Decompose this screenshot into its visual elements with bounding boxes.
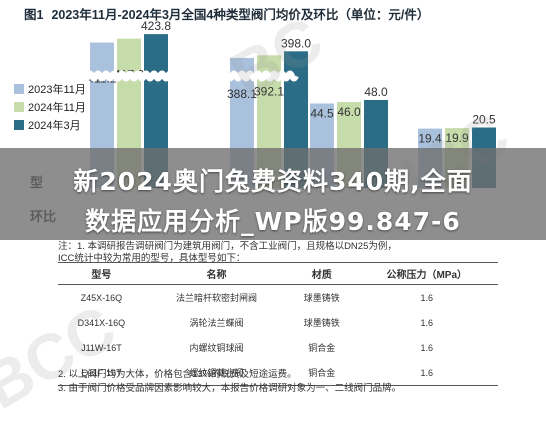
table-cell: 螺纹铜截止阀 xyxy=(144,360,289,386)
headline-banner xyxy=(0,148,546,240)
data-label-Q11F-16T-2024年11月: 19.9 xyxy=(445,131,469,145)
legend-label-2024年11月: 2024年11月 xyxy=(28,100,86,114)
table-row: J11W-16T 内螺纹铜球阀 铜合金 1.6 xyxy=(58,335,498,360)
data-label-D341X-16Q-2023年11月: 388.1 xyxy=(227,87,257,101)
table-row: D341X-16Q 涡轮法兰蝶阀 球墨铸铁 1.6 xyxy=(58,310,498,335)
table-cell: Q11F-16T xyxy=(58,360,145,386)
table-row: Z45X-16Q 法兰暗杆软密封闸阀 球墨铸铁 1.6 xyxy=(58,285,498,311)
table-cell: 铜合金 xyxy=(288,360,356,386)
legend-label-2024年3月: 2024年3月 xyxy=(28,118,81,132)
chart-title: 图1 2023年11月-2024年3月全国4种类型阀门均价及环比（单位：元/件） xyxy=(24,2,524,24)
table-cell: 涡轮法兰蝶阀 xyxy=(189,318,244,328)
data-label-D341X-16Q-2024年11月: 392.1 xyxy=(254,84,284,98)
spec-header-material: 材质 xyxy=(288,262,356,285)
headline-line-2[interactable]: 数据应用分析_WP版99.847-6 xyxy=(85,207,461,236)
table-cell: Z45X-16Q xyxy=(80,292,123,303)
data-label-J11W-16T-2023年11月: 44.5 xyxy=(310,107,334,121)
table-cell: D341X-16Q xyxy=(77,317,126,328)
legend-swatch-2024年3月 xyxy=(14,120,24,130)
legend-label-2023年11月: 2023年11月 xyxy=(28,82,86,96)
data-label-Q11F-16T-2024年3月: 20.5 xyxy=(472,113,496,127)
note-1b: ICC统计中较为常用的型号，具体型号如下： xyxy=(58,253,246,264)
table-cell: 球墨铸铁 xyxy=(303,293,340,303)
spec-table: 型号 名称 材质 公称压力（MPa） Z45X-16Q 法兰暗杆软密封闸阀 球墨… xyxy=(58,262,498,386)
data-label-Z45X-16Q-2024年3月: 423.8 xyxy=(141,19,171,33)
figure-label: 图1 xyxy=(24,7,44,22)
footnote-2: 2. 以上阀门均为大体，价格包含13%的税费及短途运费。 xyxy=(58,369,297,380)
table-cell: J11W-16T xyxy=(81,342,122,353)
note-1: 注：1. 本调研报告调研阀门为建筑用阀门，不含工业阀门，且规格以DN25为例， xyxy=(58,241,397,252)
footnote-3: 3. 由于阀门价格受品牌因素影响较大，本报告价格调研对象为一、二线阀门品牌。 xyxy=(58,383,402,394)
spec-header-model: 型号 xyxy=(58,262,145,285)
table-cell: 内螺纹铜球阀 xyxy=(189,343,244,353)
spec-header-pressure: 公称压力（MPa） xyxy=(355,262,498,285)
legend-swatch-2023年11月 xyxy=(14,84,24,94)
headline-line-1[interactable]: 新2024奥门兔费资料340期,全面 xyxy=(73,167,473,196)
table-cell: 1.6 xyxy=(355,360,498,386)
data-label-J11W-16T-2024年11月: 46.0 xyxy=(337,105,361,119)
chart-title-text: 2023年11月-2024年3月全国4种类型阀门均价及环比（单位：元/件） xyxy=(51,7,430,22)
data-label-D341X-16Q-2024年3月: 398.0 xyxy=(281,36,311,50)
spec-header-name: 名称 xyxy=(144,262,289,285)
data-label-J11W-16T-2024年3月: 48.0 xyxy=(364,85,388,99)
axis-break-wave xyxy=(77,70,299,82)
data-label-Q11F-16T-2023年11月: 19.4 xyxy=(418,132,442,146)
table-cell: 法兰暗杆软密封闸阀 xyxy=(175,293,257,303)
table-row: Q11F-16T 螺纹铜截止阀 铜合金 1.6 xyxy=(58,360,498,386)
table-cell: 1.6 xyxy=(420,292,433,303)
spec-table-header-row: 型号 名称 材质 公称压力（MPa） xyxy=(58,262,498,285)
table-cell: 1.6 xyxy=(420,342,433,353)
legend-swatch-2024年11月 xyxy=(14,102,24,112)
table-cell: 铜合金 xyxy=(308,343,336,353)
table-cell: 球墨铸铁 xyxy=(303,318,340,328)
table-cell: 1.6 xyxy=(420,317,433,328)
